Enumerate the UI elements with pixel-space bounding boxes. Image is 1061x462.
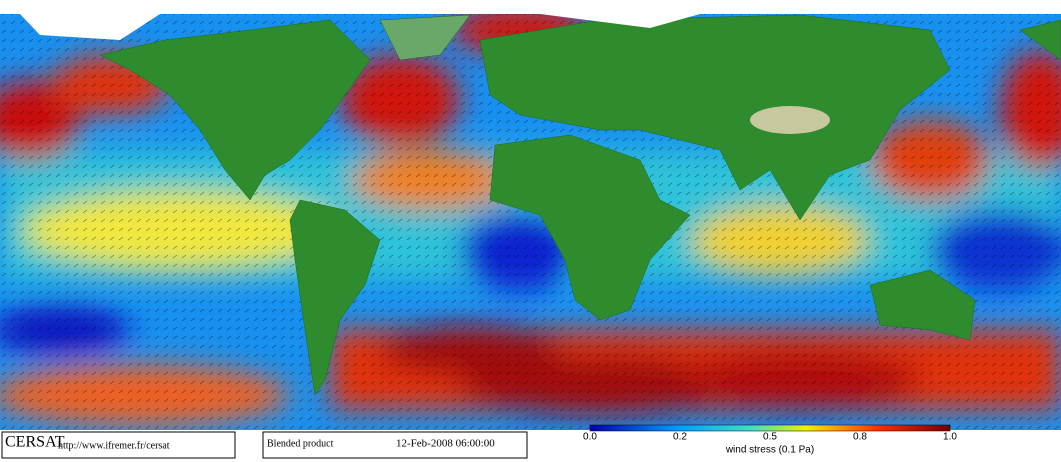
colorbar-ticks: 0.0 0.2 0.5 0.8 1.0 [583, 432, 957, 443]
colorbar-tick-label: 0.8 [853, 432, 867, 443]
cersat-logo: CERSAT [5, 434, 65, 451]
colorbar-tick-label: 0.5 [763, 432, 777, 443]
colorbar-tick-label: 0.2 [673, 432, 687, 443]
colorbar [589, 424, 951, 432]
colorbar-label: wind stress (0.1 Pa) [725, 445, 814, 456]
product-name: Blended product [267, 438, 334, 449]
colorbar-tick-label: 1.0 [943, 432, 957, 443]
land [99, 14, 1061, 396]
product-date: 12-Feb-2008 06:00:00 [396, 438, 495, 450]
product-box [262, 431, 528, 459]
ice [0, 0, 1061, 40]
cersat-box [1, 431, 236, 459]
cersat-url: http://www.ifremer.fr/cersat [58, 440, 170, 451]
colorbar-tick-label: 0.0 [583, 432, 597, 443]
